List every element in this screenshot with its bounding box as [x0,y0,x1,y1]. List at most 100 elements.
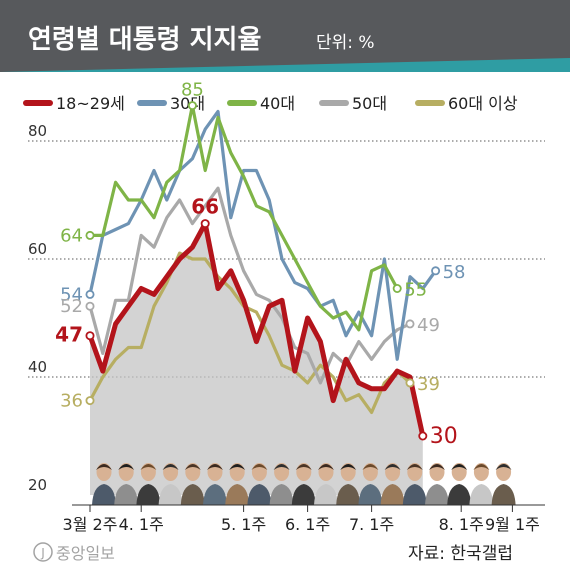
start-point-3 [85,230,95,240]
person-hair [229,464,246,470]
svg-text:J: J [40,546,45,560]
x-tick-label: 4. 1주 [119,515,164,534]
series-endpoints [85,101,441,441]
end-point-3 [392,283,402,293]
end-point-2 [431,266,441,276]
end-value-label-1: 30 [430,424,458,449]
legend-label-1: 18~29세 [56,94,125,113]
person-hair [184,464,201,470]
person-hair [429,464,445,470]
end-point-5 [405,378,415,388]
start-value-label-2: 54 [60,284,83,305]
x-tick-label: 7. 1주 [349,515,394,534]
person-hair [273,464,290,470]
person-body [136,484,161,505]
person-body [402,484,427,505]
person-hair [162,464,179,470]
person-body [291,484,316,505]
x-tick-label: 3월 2주 [63,515,118,534]
x-tick-label: 9월 1주 [485,515,540,534]
series-line-3 [88,103,399,332]
legend-label-4: 50대 [352,94,387,113]
person-body [225,484,250,505]
person-hair [118,464,135,470]
legend-label-3: 40대 [260,94,295,113]
person-hair [451,464,468,470]
series-line-4 [88,186,412,385]
x-tick-label: 8. 1주 [439,515,484,534]
start-value-label-1: 47 [55,323,83,347]
x-tick-label: 6. 1주 [285,515,330,534]
peak-point-3 [187,101,197,111]
unit-label: 단위: % [316,33,375,53]
person-hair [251,464,268,470]
start-value-label-5: 36 [60,391,83,412]
person-hair [473,464,490,470]
end-value-label-5: 39 [417,374,440,395]
person-body [425,484,449,505]
y-axis: 20 40 60 80 [28,122,47,494]
y-tick-label: 40 [28,358,47,376]
peak-value-label-1: 66 [191,195,219,219]
logo-text: 중앙일보 [56,544,115,563]
person-hair [495,464,512,470]
logo-icon [33,542,53,562]
chart-title: 연령별 대통령 지지율 [28,25,261,55]
legend: 18~29세 30대 40대 50대 60대 이상 [23,94,518,113]
legend-label-2: 30대 [170,94,205,113]
header-background [0,0,570,72]
logo: J 중앙일보 [33,542,115,563]
person-body [203,484,227,505]
x-tick-label: 5. 1주 [221,515,266,534]
y-tick-label: 20 [28,476,47,494]
x-axis: 3월 2주 4. 1주 5. 1주 6. 1주 7. 1주 8. 1주 9월 1주 [63,504,545,534]
person-hair [406,464,423,470]
person-hair [295,464,312,470]
series-line-5 [88,251,412,414]
peak-point-1 [200,219,210,229]
person-hair [384,464,401,470]
start-value-label-3: 64 [60,225,83,246]
person-hair [140,464,157,470]
end-value-label-4: 49 [417,315,440,336]
end-value-label-2: 58 [443,262,466,283]
person-body [358,484,383,505]
end-point-1 [418,431,428,441]
peak-value-label-3: 85 [181,80,204,101]
person-body [92,484,116,505]
person-body [469,484,494,505]
person-body [158,484,183,505]
person-body [180,484,205,505]
area-fill [90,223,423,495]
person-body [491,484,516,505]
start-value-label-4: 52 [60,296,83,317]
person-hair [207,464,223,470]
area-18-29 [90,223,423,495]
person-body [269,484,294,505]
series-lines [87,103,438,439]
person-body [380,484,405,505]
people-illustration [92,463,516,505]
series-line-1 [87,221,426,439]
person-body [314,484,338,505]
source-label: 자료: 한국갤럽 [408,544,513,564]
legend-label-5: 60대 이상 [448,94,518,113]
start-point-2 [85,289,95,299]
person-hair [340,464,357,470]
y-tick-label: 80 [28,122,47,140]
start-point-5 [85,396,95,406]
person-body [114,484,139,505]
person-hair [318,464,334,470]
end-point-4 [405,319,415,329]
start-point-1 [85,331,95,341]
end-value-label-3: 55 [404,280,427,301]
person-body [247,484,272,505]
y-tick-label: 60 [28,240,47,258]
value-labels: 47 30 66 54 58 64 55 85 52 49 36 39 [55,80,465,449]
person-hair [362,464,379,470]
start-point-4 [85,301,95,311]
person-body [336,484,361,505]
header-accent-stripe [0,58,570,72]
